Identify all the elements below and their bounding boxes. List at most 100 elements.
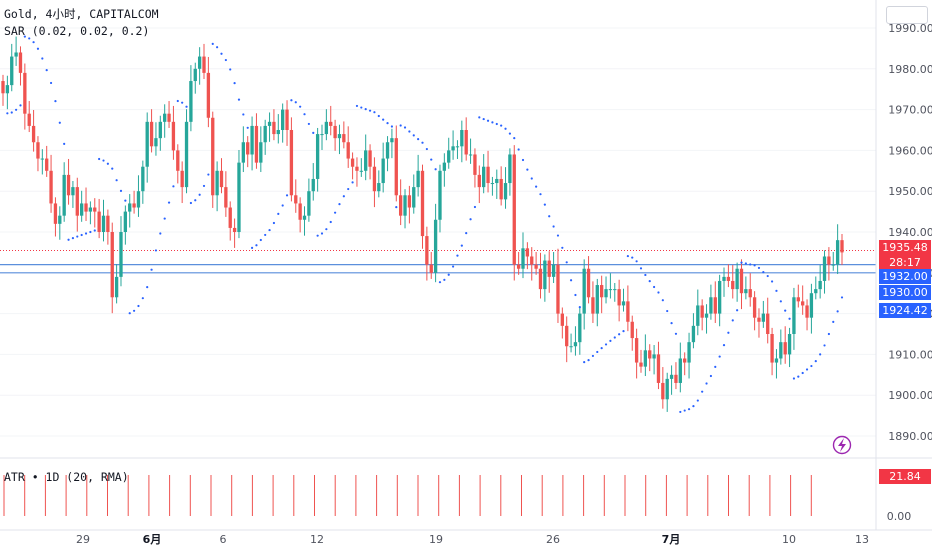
sar-dot [259,238,262,242]
candle-body [403,195,407,216]
sar-dot [508,132,511,135]
sar-dot [408,130,411,133]
candle-body [665,378,669,400]
atr-indicator-label[interactable]: ATR • 1D (20, RMA) [4,470,129,484]
candle-body [259,142,263,163]
sar-dot [181,101,184,104]
sar-dot [714,365,717,368]
sar-dot [504,127,507,130]
sar-dot [814,360,817,363]
sar-dot [395,206,398,209]
sar-dot [548,215,551,218]
sar-dot [473,205,477,209]
sar-dot [666,309,669,313]
time-tick-label: 6 [220,533,227,546]
candle-body [521,248,525,269]
current-price-tag: 1935.48 [879,240,931,255]
candle-body [455,146,460,148]
lightning-icon[interactable] [832,435,852,455]
sar-dot [556,234,560,237]
candle-body [696,305,700,326]
candle-body [766,313,770,334]
symbol-title[interactable]: Gold, 4小时, CAPITALCOM [4,7,159,21]
horizontal-levels[interactable] [0,249,876,274]
candle-body [176,150,180,171]
candle-body [84,203,88,212]
sar-dot [696,399,699,402]
sar-dot [718,355,721,358]
candle-body [626,301,630,322]
sar-dot [115,179,118,182]
time-axis[interactable]: 29 6月 6 12 19 26 7月 10 13 [0,529,932,546]
sar-dot [194,199,197,202]
candlestick-series [1,36,844,412]
candle-body [412,187,416,208]
candle-body [731,280,735,290]
candle-body [246,142,250,155]
sar-dot [412,134,415,137]
candle-body [79,203,84,216]
sar-dot [294,101,297,104]
sar-dot [482,117,485,121]
sar-dot [749,263,752,266]
sar-dot [731,319,734,322]
sar-dot [124,199,127,202]
sar-dot [779,300,782,303]
candle-body [534,264,538,269]
candle-body [634,338,639,363]
candle-body [774,358,779,363]
time-tick-label: 29 [76,533,90,546]
candle-body [40,158,44,160]
sar-dot [307,122,310,126]
candle-body [560,313,564,326]
candle-body [342,134,346,143]
candle-body [337,134,342,139]
sar-dot [163,217,166,220]
candle-body [787,334,792,355]
sar-dot [823,344,826,347]
sar-dot [447,273,450,276]
sar-dot [334,211,337,214]
sar-dot [591,354,595,358]
candle-body [608,289,613,291]
time-tick-label: 26 [546,533,560,546]
sar-dot [246,126,249,129]
candle-body [1,81,5,94]
candle-body [499,178,503,200]
sar-dot [23,35,26,38]
candle-body [211,117,215,196]
candle-body [709,297,713,314]
sar-dot [543,203,546,206]
candle-body [639,362,643,367]
sar-dot [312,131,315,134]
candle-body [62,174,66,216]
candle-body [460,130,464,147]
level-tag-1932: 1932.00 [879,269,931,284]
candle-body [464,130,468,155]
sar-dot [15,108,18,111]
sar-dot [609,339,612,342]
scale-button[interactable] [886,6,928,24]
sar-dot [290,99,293,102]
sar-dot [775,289,778,292]
sar-indicator-label[interactable]: SAR (0.02, 0.02, 0.2) [4,24,150,38]
sar-dot [425,147,428,151]
candle-body [495,178,499,184]
sar-dot [268,228,271,232]
sar-dot [443,278,446,281]
candle-body [691,325,696,343]
candle-body [582,268,586,314]
sar-dot [242,113,245,116]
sar-dot [788,317,791,320]
candle-body [307,191,311,216]
time-tick-label: 12 [310,533,324,546]
sar-dot [277,212,280,216]
candle-body [643,350,648,367]
candle-body [193,68,197,82]
sar-dot [141,297,144,300]
sar-dot [701,390,704,393]
candle-body [407,195,412,208]
candle-body [442,162,447,171]
time-tick-label: 6月 [143,533,162,546]
candle-body [600,285,604,298]
